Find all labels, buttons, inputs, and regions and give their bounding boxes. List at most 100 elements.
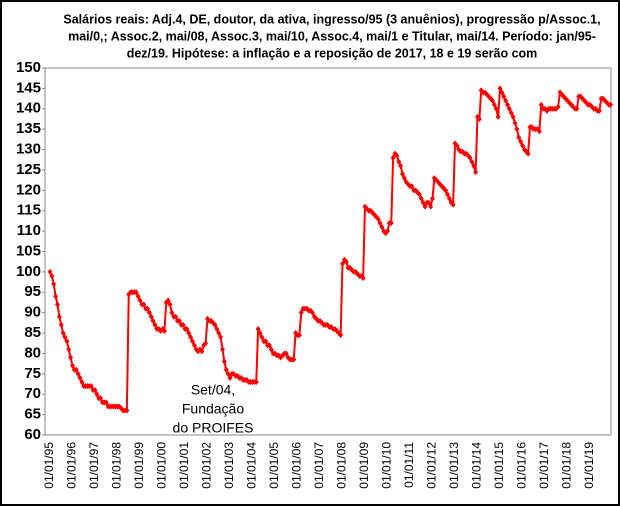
- marker: [418, 195, 424, 202]
- marker: [255, 325, 261, 332]
- marker: [66, 346, 72, 353]
- marker: [501, 93, 507, 100]
- x-tick-label: 01/01/04: [245, 442, 259, 489]
- marker: [555, 103, 561, 110]
- marker: [398, 162, 404, 169]
- marker: [538, 101, 544, 108]
- marker: [340, 260, 345, 267]
- marker: [150, 317, 156, 324]
- marker: [176, 317, 182, 324]
- x-tick-label: 01/01/14: [470, 442, 484, 489]
- chart-title: dez/19. Hipótese: a inflação e a reposiç…: [127, 46, 538, 60]
- marker: [520, 142, 525, 149]
- marker: [141, 301, 147, 308]
- marker: [148, 313, 154, 320]
- marker: [379, 224, 385, 231]
- marker: [64, 338, 70, 345]
- marker: [343, 258, 349, 265]
- x-tick-label: 01/01/99: [132, 442, 146, 489]
- marker: [291, 356, 297, 363]
- marker: [596, 107, 602, 114]
- marker: [298, 309, 304, 316]
- y-tick-label: 75: [24, 365, 41, 382]
- marker: [169, 309, 175, 316]
- marker: [70, 362, 75, 369]
- marker: [257, 330, 263, 337]
- marker: [266, 342, 272, 349]
- marker: [512, 120, 518, 127]
- marker: [221, 358, 227, 365]
- marker: [471, 162, 477, 169]
- marker: [146, 309, 152, 316]
- y-tick-label: 60: [24, 426, 41, 443]
- marker: [218, 334, 224, 341]
- marker: [137, 297, 143, 304]
- marker: [77, 374, 83, 381]
- x-tick-label: 01/01/03: [222, 442, 236, 489]
- y-tick-label: 140: [16, 100, 41, 117]
- y-tick-label: 120: [16, 181, 41, 198]
- marker: [493, 105, 499, 112]
- marker: [508, 109, 514, 116]
- marker: [49, 272, 55, 279]
- x-tick-label: 01/01/15: [492, 442, 506, 489]
- marker: [503, 97, 509, 104]
- marker: [225, 370, 231, 377]
- marker: [227, 374, 233, 381]
- marker: [491, 101, 497, 108]
- marker: [75, 370, 81, 377]
- x-tick-label: 01/01/16: [515, 442, 529, 489]
- x-tick-label: 01/01/09: [357, 442, 371, 489]
- chart-title: mai/0,; Assoc.2, mai/08, Assoc.3, mai/10…: [68, 29, 596, 43]
- marker: [133, 289, 139, 296]
- x-tick-label: 01/01/06: [290, 442, 304, 489]
- marker: [190, 338, 195, 345]
- marker: [443, 187, 449, 194]
- marker: [469, 158, 475, 165]
- y-tick-label: 130: [16, 141, 41, 158]
- marker: [430, 195, 435, 202]
- x-tick-label: 01/01/18: [560, 442, 574, 489]
- marker: [167, 301, 173, 308]
- y-tick-label: 105: [16, 242, 41, 259]
- marker: [268, 346, 274, 353]
- x-tick-label: 01/01/98: [110, 442, 124, 489]
- marker: [180, 321, 186, 328]
- x-tick-label: 01/01/96: [65, 442, 79, 489]
- x-tick-label: 01/01/12: [425, 442, 439, 489]
- marker: [476, 115, 482, 122]
- x-tick-label: 01/01/08: [335, 442, 349, 489]
- marker: [165, 297, 171, 304]
- marker: [338, 332, 344, 339]
- x-tick-label: 01/01/01: [177, 442, 191, 489]
- marker: [454, 142, 460, 149]
- marker: [495, 113, 501, 120]
- x-tick-label: 01/01/97: [87, 442, 101, 489]
- marker: [536, 128, 542, 135]
- marker: [60, 330, 66, 337]
- x-tick-label: 01/01/95: [42, 442, 56, 489]
- y-tick-label: 95: [24, 283, 41, 300]
- marker: [490, 97, 495, 104]
- marker: [203, 340, 209, 347]
- y-tick-label: 115: [17, 202, 41, 219]
- marker: [401, 175, 407, 182]
- marker: [55, 301, 60, 308]
- marker: [161, 328, 167, 335]
- marker: [574, 105, 580, 112]
- marker: [467, 154, 473, 161]
- marker: [253, 378, 259, 385]
- marker: [73, 366, 79, 373]
- marker: [409, 183, 415, 190]
- x-tick-label: 01/01/19: [582, 442, 596, 489]
- y-tick-label: 150: [16, 59, 41, 76]
- marker: [518, 138, 524, 145]
- marker: [199, 348, 205, 355]
- y-tick-label: 70: [24, 385, 41, 402]
- x-tick-label: 01/01/17: [537, 442, 551, 489]
- marker: [98, 395, 104, 402]
- x-tick-label: 01/01/05: [267, 442, 281, 489]
- marker: [103, 399, 109, 406]
- marker: [446, 195, 452, 202]
